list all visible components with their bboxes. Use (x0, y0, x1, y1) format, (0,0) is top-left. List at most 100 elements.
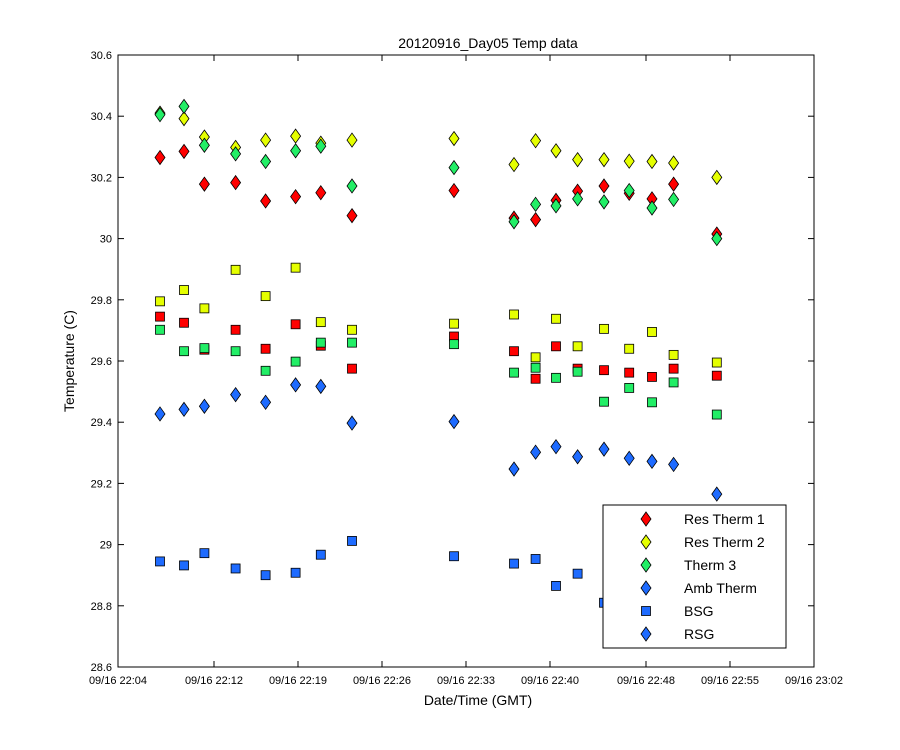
data-point (290, 188, 302, 205)
x-tick-label: 09/16 22:12 (185, 675, 243, 687)
data-point (647, 397, 657, 408)
data-point (290, 567, 301, 578)
data-point (551, 581, 561, 591)
data-point (154, 149, 166, 166)
data-point (230, 264, 241, 275)
data-point (178, 98, 190, 115)
x-tick-label: 09/16 22:26 (353, 675, 411, 687)
data-point (646, 153, 658, 170)
data-markers (154, 98, 723, 608)
data-point (668, 456, 680, 473)
data-point (290, 319, 301, 330)
data-point (572, 366, 583, 377)
data-point (508, 461, 520, 477)
data-point (448, 413, 460, 430)
x-axis: 09/16 22:04 09/16 22:12 09/16 22:19 09/16 2… (89, 55, 843, 687)
data-point (668, 155, 680, 171)
legend-label: Amb Therm (684, 580, 757, 596)
data-point (198, 137, 210, 153)
data-point (179, 346, 189, 357)
data-point (623, 182, 635, 199)
data-point (624, 383, 635, 393)
data-point (260, 570, 271, 581)
data-point (599, 323, 609, 334)
data-point (550, 143, 562, 159)
data-point (647, 372, 657, 382)
legend-box (602, 504, 787, 649)
legend-label: BSG (684, 603, 714, 619)
data-point (598, 194, 610, 210)
data-point (572, 568, 583, 579)
legend-marker (640, 580, 652, 596)
data-point (551, 372, 561, 383)
data-point (530, 444, 542, 460)
y-tick-label: 30 (100, 234, 112, 246)
legend-label: Res Therm 2 (684, 534, 765, 550)
y-tick-label: 29.2 (91, 478, 112, 490)
data-point (668, 377, 679, 388)
data-point (260, 394, 272, 410)
data-point (711, 169, 723, 186)
data-point (646, 200, 658, 216)
data-point (509, 309, 519, 320)
data-point (448, 159, 460, 176)
x-tick-label: 09/16 23:02 (785, 675, 843, 687)
data-point (711, 357, 722, 368)
data-point (624, 343, 635, 354)
data-point (598, 441, 610, 457)
data-point (230, 386, 242, 403)
data-point (668, 191, 680, 208)
data-point (646, 453, 658, 470)
data-point (346, 415, 358, 431)
data-point (624, 367, 635, 378)
data-point (154, 106, 166, 123)
data-point (178, 110, 190, 127)
legend-label: Therm 3 (684, 557, 736, 573)
data-point (599, 396, 609, 407)
data-point (260, 291, 271, 302)
data-point (179, 285, 189, 295)
y-tick-label: 30.6 (91, 50, 112, 62)
x-tick-label: 09/16 22:48 (617, 675, 675, 687)
data-point (179, 560, 189, 571)
data-point (178, 143, 190, 160)
y-axis-label: Temperature (C) (61, 310, 77, 412)
data-point (315, 138, 327, 154)
data-point (668, 349, 679, 360)
data-point (572, 449, 584, 465)
data-point (290, 143, 302, 159)
data-point (315, 337, 326, 348)
legend-marker (640, 511, 652, 527)
data-point (509, 346, 519, 357)
data-point (572, 341, 583, 352)
y-axis: 28.6 28.8 29 29.2 29.4 29.6 29.8 30 30.2 30.4 30.6 (91, 50, 814, 674)
data-point (530, 362, 541, 373)
data-point (711, 409, 722, 420)
y-tick-label: 29 (100, 540, 112, 552)
data-point (668, 363, 679, 374)
data-point (530, 554, 541, 564)
data-point (260, 153, 272, 170)
y-tick-label: 28.8 (91, 601, 112, 613)
data-point (199, 548, 210, 559)
x-tick-label: 09/16 22:19 (269, 675, 327, 687)
data-point (668, 176, 680, 192)
data-point (711, 370, 722, 381)
data-point (179, 317, 189, 328)
data-point (178, 401, 190, 418)
chart-title: 20120916_Day05 Temp data (398, 35, 578, 51)
series-2 (154, 98, 723, 247)
legend-label: Res Therm 1 (684, 511, 765, 527)
data-point (290, 377, 302, 393)
data-point (509, 558, 519, 569)
data-point (530, 352, 541, 363)
data-point (198, 398, 210, 414)
data-point (599, 365, 609, 376)
data-point (315, 185, 327, 201)
data-point (260, 365, 271, 376)
y-tick-label: 29.6 (91, 356, 112, 368)
data-point (551, 313, 561, 324)
data-point (711, 486, 723, 502)
data-point (198, 176, 210, 192)
data-point (230, 174, 242, 191)
